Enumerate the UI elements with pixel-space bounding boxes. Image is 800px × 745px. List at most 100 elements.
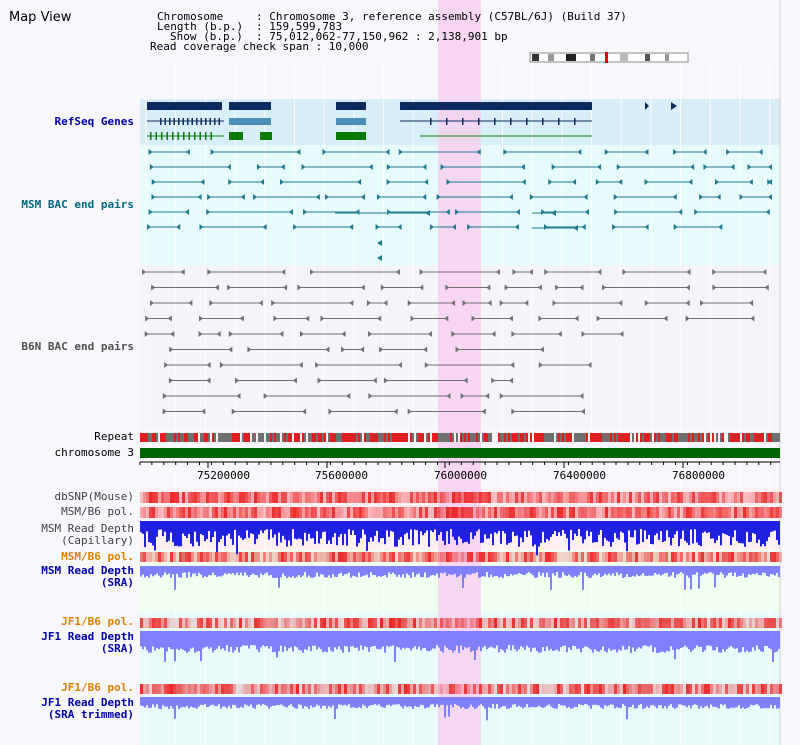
polymorphism-cell (491, 684, 494, 694)
jf1-sra-depth-bar (328, 631, 330, 648)
polymorphism-cell (563, 492, 566, 503)
msm-sra-depth-bar (632, 566, 634, 576)
refseq-arrow (645, 102, 649, 110)
jf1-trimmed-depth-bar (542, 697, 544, 708)
msm-sra-depth-bar (416, 566, 418, 575)
polymorphism-cell (671, 552, 674, 562)
polymorphism-cell (206, 492, 209, 503)
polymorphism-cell (314, 492, 317, 503)
msm-capillary-depth-bar (530, 521, 532, 536)
polymorphism-cell (722, 618, 725, 628)
repeat-cell (434, 433, 436, 442)
b6n-bac-pair-end (499, 393, 504, 399)
jf1-trimmed-depth-bar (608, 697, 610, 706)
polymorphism-cell (773, 684, 776, 694)
msm-sra-depth-bar (218, 566, 220, 577)
track-label-refseq-genes[interactable]: RefSeq Genes (54, 115, 134, 128)
jf1-sra-depth-bar (244, 631, 246, 646)
polymorphism-cell (662, 684, 665, 694)
msm-capillary-depth-bar (724, 521, 726, 535)
refseq-gene (147, 102, 222, 110)
msm-sra-depth-bar (602, 566, 604, 576)
polymorphism-cell (242, 492, 245, 503)
jf1-trimmed-depth-bar (728, 697, 730, 709)
polymorphism-cell (452, 507, 455, 518)
repeat-cell (440, 433, 442, 442)
repeat-cell (646, 433, 648, 442)
msm-sra-depth-bar (704, 566, 706, 573)
msm-sra-depth-bar (428, 566, 430, 578)
msm-sra-depth-bar (414, 566, 416, 577)
msm-bac-pair-end (673, 149, 678, 155)
polymorphism-cell (338, 684, 341, 694)
repeat-cell (544, 433, 546, 442)
repeat-cell (680, 433, 682, 442)
msm-sra-depth-bar (660, 566, 662, 576)
polymorphism-cell (251, 507, 254, 518)
repeat-cell (770, 433, 772, 442)
polymorphism-cell (221, 684, 224, 694)
msm-sra-depth-bar (224, 566, 226, 574)
polymorphism-cell (296, 684, 299, 694)
repeat-cell (516, 433, 518, 442)
polymorphism-cell (716, 507, 719, 518)
b6n-bac-pair-end (198, 331, 203, 337)
msm-sra-depth-bar (232, 566, 234, 573)
polymorphism-cell (359, 618, 362, 628)
polymorphism-cell (347, 552, 350, 562)
msm-capillary-depth-bar (748, 521, 750, 543)
polymorphism-cell (392, 552, 395, 562)
msm-sra-depth-bar (352, 566, 354, 576)
msm-capillary-depth-bar (588, 521, 590, 537)
jf1-sra-depth-bar (536, 631, 538, 651)
polymorphism-cell (173, 492, 176, 503)
track-label-msm-bac[interactable]: MSM BAC end pairs (21, 198, 134, 211)
polymorphism-cell (569, 684, 572, 694)
polymorphism-cell (539, 618, 542, 628)
polymorphism-cell (554, 684, 557, 694)
polymorphism-cell (632, 507, 635, 518)
msm-bac-pair-end (644, 149, 649, 155)
polymorphism-cell (668, 552, 671, 562)
msm-capillary-depth-bar (586, 521, 588, 531)
polymorphism-cell (371, 684, 374, 694)
polymorphism-cell (536, 618, 539, 628)
msm-bac-pair-end (226, 164, 231, 170)
polymorphism-cell (428, 618, 431, 628)
track-label-b6n-bac[interactable]: B6N BAC end pairs (21, 340, 134, 353)
repeat-cell (416, 433, 418, 442)
jf1-trimmed-depth-bar (730, 697, 732, 708)
polymorphism-cell (512, 492, 515, 503)
repeat-cell (506, 433, 508, 442)
msm-sra-depth-bar (570, 566, 572, 577)
b6n-bac-pair-end (360, 284, 365, 291)
msm-sra-depth-bar (448, 566, 450, 575)
jf1-trimmed-depth-bar (344, 697, 346, 705)
jf1-trimmed-depth-bar (220, 697, 222, 709)
msm-sra-depth-bar (208, 566, 210, 576)
polymorphism-cell (653, 684, 656, 694)
msm-sra-depth-bar (164, 566, 166, 573)
msm-capillary-depth-bar (678, 521, 680, 547)
ideogram-band (590, 54, 595, 61)
polymorphism-cell (632, 618, 635, 628)
jf1-trimmed-depth-bar (622, 697, 624, 705)
msm-sra-depth-bar (758, 566, 760, 576)
msm-sra-depth-bar (450, 566, 452, 575)
msm-sra-depth-bar (582, 566, 584, 590)
jf1-sra-depth-bar (258, 631, 260, 653)
jf1-sra-depth-bar (408, 631, 410, 649)
repeat-cell (596, 433, 598, 442)
msm-sra-depth-bar (452, 566, 454, 575)
polymorphism-cell (455, 492, 458, 503)
msm-sra-depth-bar (148, 566, 150, 578)
msm-sra-depth-bar (552, 566, 554, 574)
repeat-cell (222, 433, 224, 442)
msm-sra-depth-bar (554, 566, 556, 576)
msm-capillary-depth-bar (322, 521, 324, 533)
polymorphism-cell (533, 507, 536, 518)
jf1-sra-depth-bar (640, 631, 642, 649)
refseq-exon (177, 132, 179, 140)
polymorphism-cell (539, 684, 542, 694)
